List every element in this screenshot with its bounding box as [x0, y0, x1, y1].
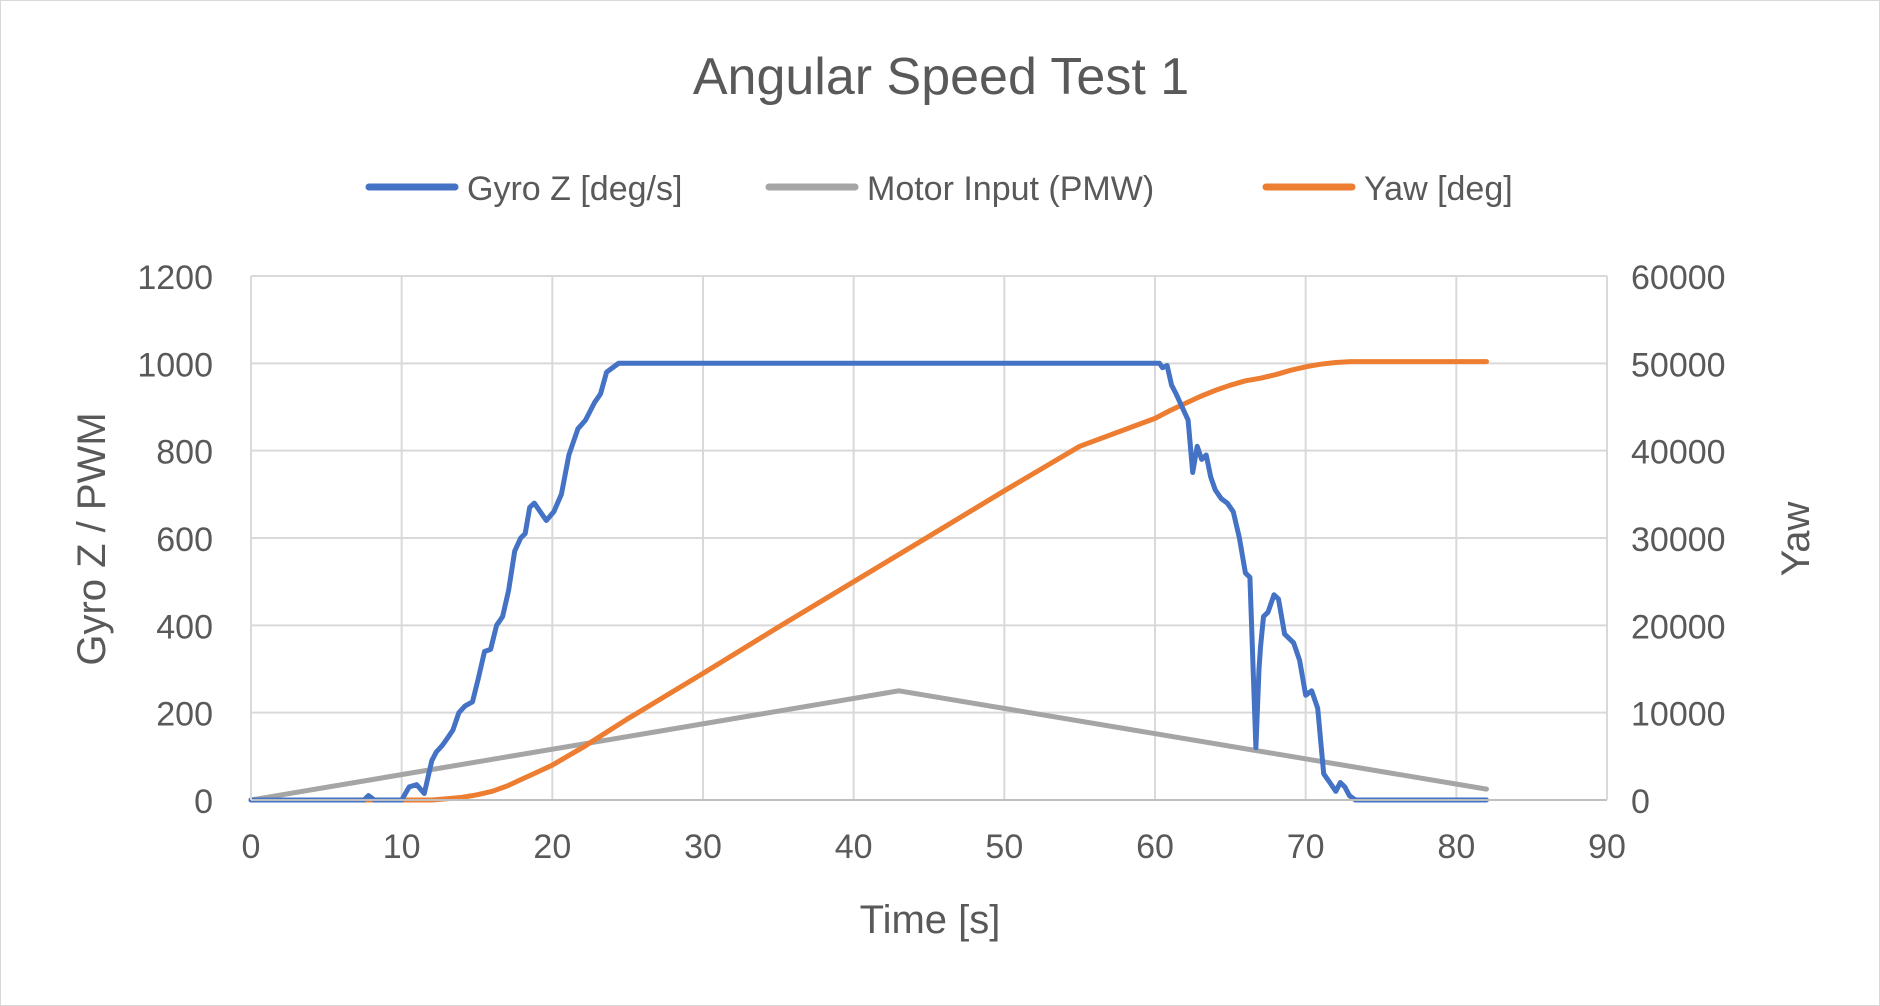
- y-tick-label-left: 800: [156, 434, 213, 472]
- x-tick-label: 20: [533, 828, 571, 866]
- plot-lines: [248, 359, 1489, 803]
- legend: Gyro Z [deg/s] Motor Input (PMW) Yaw [deg]: [365, 170, 1513, 208]
- y-tick-label-left: 0: [194, 783, 213, 821]
- series-line-yaw-deg: [248, 359, 1489, 803]
- y-axis-label-right: Yaw: [1774, 501, 1818, 576]
- y-tick-label-left: 400: [156, 608, 213, 646]
- y-tick-label-right: 40000: [1631, 434, 1726, 472]
- x-tick-label: 50: [985, 828, 1023, 866]
- x-tick-label: 80: [1437, 828, 1475, 866]
- x-tick-label: 90: [1588, 828, 1626, 866]
- y-tick-label-right: 50000: [1631, 346, 1726, 384]
- x-tick-label: 60: [1136, 828, 1174, 866]
- x-tick-label: 70: [1287, 828, 1325, 866]
- y-axis-label-left: Gyro Z / PWM: [70, 412, 114, 665]
- legend-label: Yaw [deg]: [1364, 170, 1513, 208]
- y-tick-label-right: 0: [1631, 783, 1650, 821]
- y-tick-label-right: 20000: [1631, 608, 1726, 646]
- legend-label: Motor Input (PMW): [867, 170, 1154, 208]
- x-tick-label: 30: [684, 828, 722, 866]
- y-tick-label-left: 200: [156, 696, 213, 734]
- y-tick-label-right: 10000: [1631, 696, 1726, 734]
- axes: [250, 276, 1608, 801]
- legend-label: Gyro Z [deg/s]: [467, 170, 682, 208]
- y-tick-label-left: 1000: [137, 346, 213, 384]
- y-tick-label-right: 30000: [1631, 521, 1726, 559]
- y-tick-label-right: 60000: [1631, 259, 1726, 297]
- series-line-motor-input-pmw: [248, 688, 1489, 803]
- series-line-gyro-z-deg-s: [248, 360, 1489, 803]
- x-tick-label: 40: [835, 828, 873, 866]
- y-tick-label-left: 1200: [137, 259, 213, 297]
- tick-labels: 0200400600800100012000100002000030000400…: [137, 259, 1725, 866]
- y-tick-label-left: 600: [156, 521, 213, 559]
- x-tick-label: 0: [242, 828, 261, 866]
- x-tick-label: 10: [383, 828, 421, 866]
- chart-title: Angular Speed Test 1: [693, 48, 1189, 106]
- x-axis-label: Time [s]: [860, 898, 1001, 942]
